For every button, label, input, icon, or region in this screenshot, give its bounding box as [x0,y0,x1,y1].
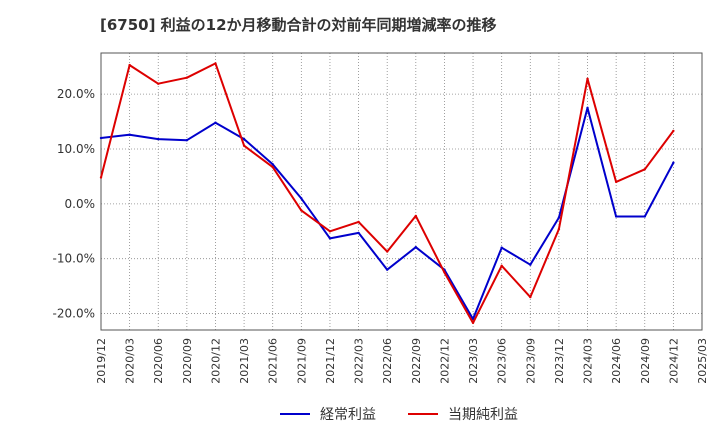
y-tick-label: 0.0% [65,197,96,211]
x-tick-label: 2021/09 [295,338,308,384]
data-point-1 [500,264,503,268]
data-point-0 [385,268,389,271]
data-point-0 [529,263,532,266]
x-tick-label: 2022/03 [353,338,366,384]
y-tick-label: 10.0% [57,142,95,156]
x-tick-label: 2023/09 [524,338,537,384]
legend-label-recurring-profit: 経常利益 [320,407,376,423]
data-point-0 [185,139,189,142]
data-point-1 [557,227,561,231]
data-point-1 [357,220,360,224]
x-tick-label: 2023/12 [553,338,566,384]
x-tick-label: 2021/03 [238,338,251,384]
x-tick-label: 2024/09 [639,338,652,384]
series-lines [99,62,675,325]
x-tick-label: 2023/06 [496,338,509,384]
data-point-0 [214,121,217,124]
data-point-0 [643,215,646,218]
series-line-1 [100,62,675,324]
data-point-1 [157,82,160,85]
legend-swatch-recurring-profit [280,413,310,415]
x-tick-label: 2023/03 [467,338,480,384]
data-point-0 [99,136,103,140]
data-point-1 [99,176,103,179]
data-point-0 [128,133,131,136]
x-tick-label: 2024/12 [667,338,680,384]
data-point-1 [643,168,646,171]
data-point-1 [529,295,532,299]
data-point-1 [385,250,389,253]
data-point-1 [586,77,589,80]
x-tick-label: 2022/06 [381,338,394,384]
data-point-1 [300,209,303,212]
x-tick-label: 2024/03 [582,338,595,384]
data-point-1 [242,144,246,147]
data-point-1 [443,271,446,274]
data-point-0 [586,106,589,110]
plot-area-frame [100,52,703,331]
data-point-0 [271,163,274,166]
x-tick-label: 2020/06 [152,338,165,384]
data-point-1 [614,180,618,184]
data-point-0 [157,137,160,141]
data-point-0 [557,216,561,219]
x-tick-label: 2021/12 [324,338,337,384]
data-point-1 [271,165,274,169]
x-tick-label: 2019/12 [95,338,108,384]
gridlines [101,53,702,330]
x-tick-label: 2021/06 [267,338,280,384]
data-point-1 [128,63,131,67]
data-point-1 [214,62,217,65]
data-point-1 [328,230,332,233]
data-point-1 [185,76,189,79]
y-tick-label: 20.0% [57,87,95,101]
legend-item-net-profit: 当期純利益 [408,404,518,424]
data-point-0 [328,237,332,240]
data-point-0 [357,231,360,235]
y-tick-label: -20.0% [53,307,95,321]
legend-label-net-profit: 当期純利益 [448,407,518,423]
y-tick-label: -10.0% [53,252,95,266]
x-tick-label: 2022/12 [438,338,451,384]
data-point-0 [614,215,618,218]
data-point-0 [672,161,675,164]
x-tick-label: 2022/09 [410,338,423,384]
data-point-1 [414,214,418,218]
x-tick-label: 2025/03 [696,338,709,384]
data-point-1 [672,129,675,133]
x-tick-label: 2020/09 [181,338,194,384]
legend-swatch-net-profit [408,413,438,415]
x-tick-label: 2020/03 [124,338,137,384]
data-point-0 [300,197,303,200]
data-point-0 [242,137,246,141]
x-tick-label: 2020/12 [209,338,222,384]
data-point-0 [414,245,418,249]
chart-title: [6750] 利益の12か月移動合計の対前年同期増減率の推移 [100,16,497,34]
x-tick-label: 2024/06 [610,338,623,384]
axes: 2019/12 2020/03 2020/06 2020/09 2020/12 2021/… [53,52,709,384]
data-point-1 [471,321,475,325]
legend-item-recurring-profit: 経常利益 [280,404,376,424]
data-point-0 [500,246,503,249]
